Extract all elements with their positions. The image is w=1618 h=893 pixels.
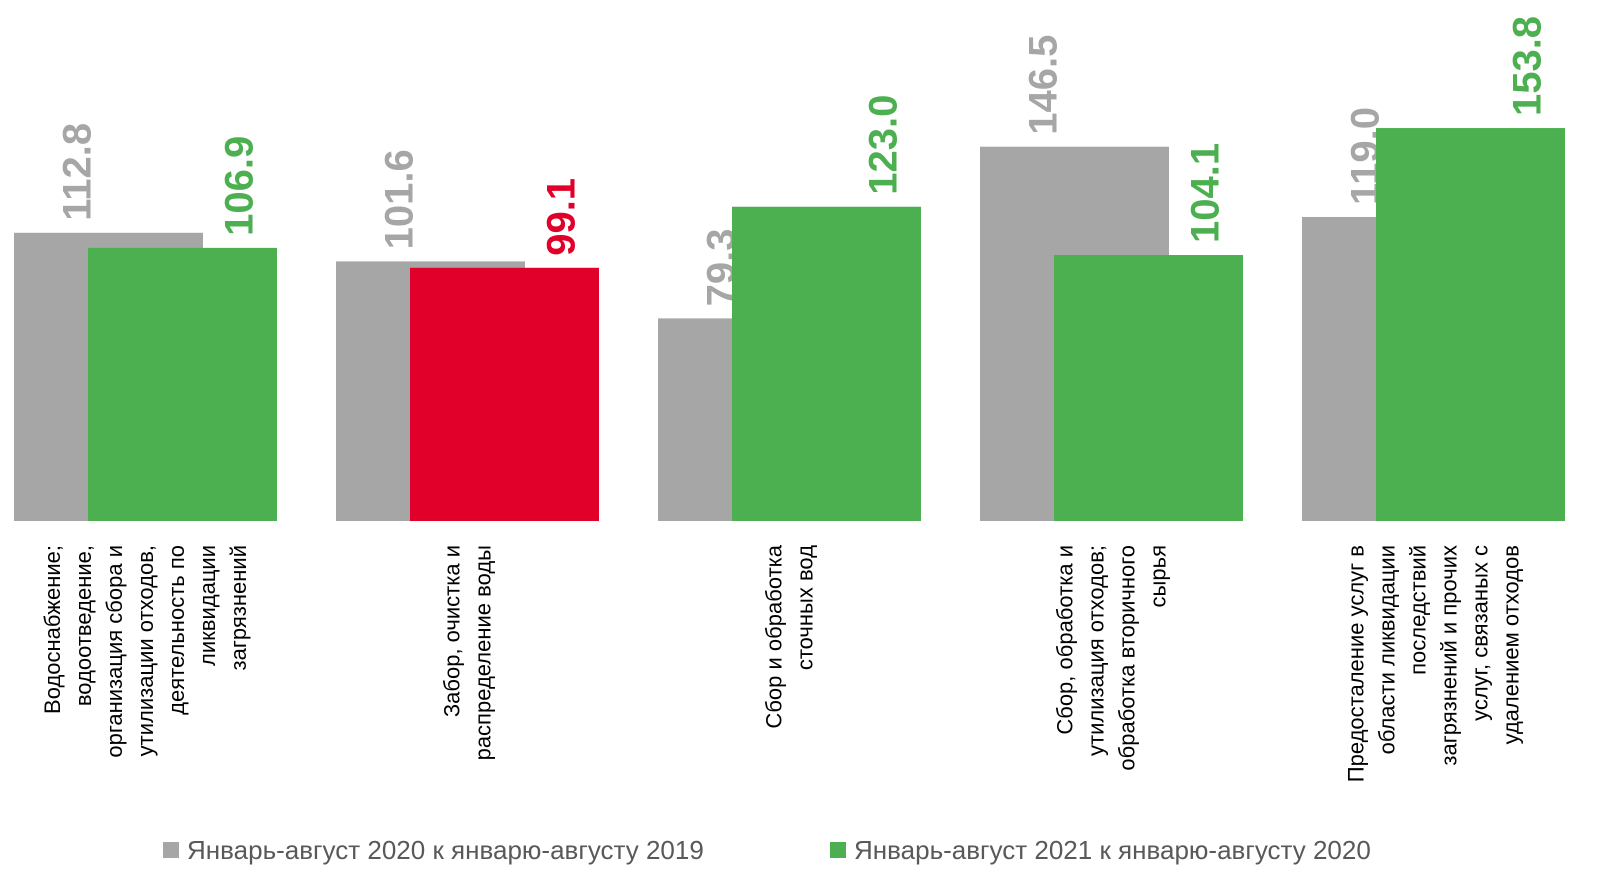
category-label: Водоснабжение; водоотведение, организация … — [40, 545, 251, 758]
value-label: 153.8 — [1506, 16, 1550, 116]
category-label: Предосталение услуг в области ликвидации п… — [1344, 545, 1524, 782]
value-label: 106.9 — [218, 136, 262, 236]
bar — [732, 206, 921, 522]
category-label: Сбор и обработка сточных вод — [762, 544, 818, 728]
legend-label: Январь-август 2020 к январю-августу 2019 — [187, 835, 704, 865]
bar — [1054, 255, 1243, 521]
category-label: Забор, очистка и распределение воды — [440, 545, 496, 760]
bar — [88, 247, 277, 522]
value-label: 99.1 — [540, 178, 584, 256]
legend-label: Январь-август 2021 к январю-августу 2020 — [854, 835, 1371, 865]
value-label: 123.0 — [862, 95, 906, 195]
value-label: 146.5 — [1022, 35, 1066, 135]
value-label: 104.1 — [1184, 143, 1228, 243]
bar — [410, 267, 599, 521]
value-label: 112.8 — [56, 123, 100, 221]
category-label: Сбор, обработка и утилизация отходов; обра… — [1053, 545, 1171, 771]
value-label: 101.6 — [378, 149, 422, 249]
legend-swatch — [830, 842, 846, 858]
bar — [1376, 128, 1565, 521]
legend-swatch — [163, 842, 179, 858]
